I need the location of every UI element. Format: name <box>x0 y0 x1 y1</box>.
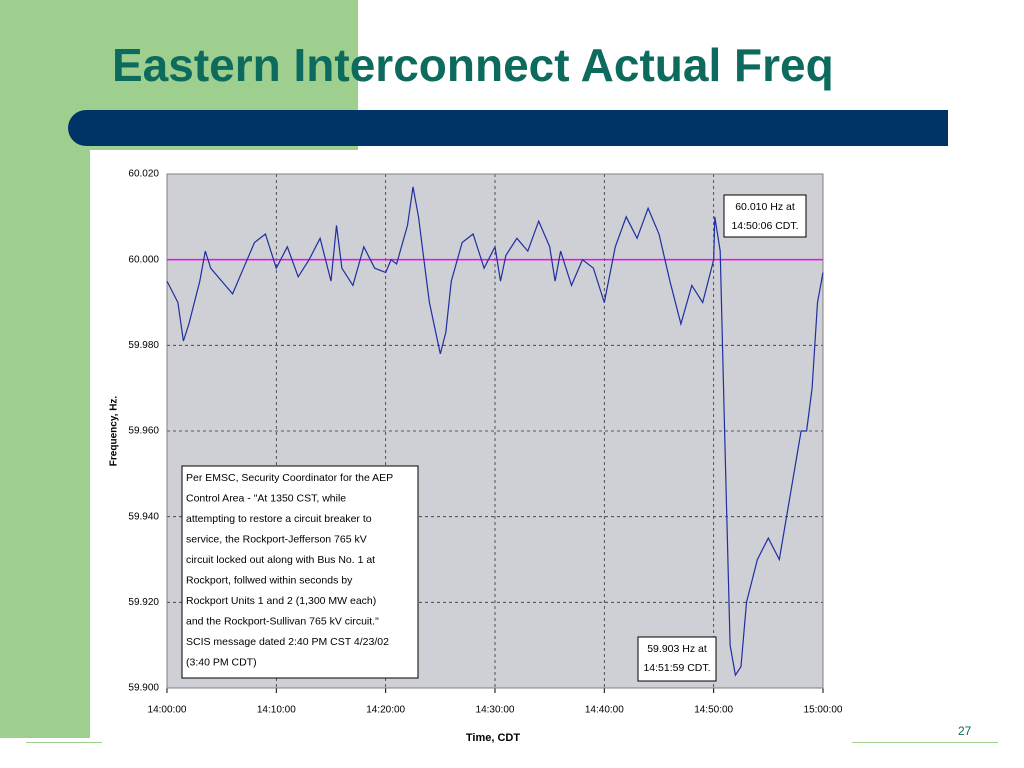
y-tick-label: 59.960 <box>128 426 159 437</box>
annotation-text: Per EMSC, Security Coordinator for the A… <box>186 472 393 484</box>
annotation-box <box>723 194 807 238</box>
y-tick-label: 59.900 <box>128 683 159 694</box>
plot-frame <box>166 173 824 689</box>
annotation-text: (3:40 PM CDT) <box>186 656 257 668</box>
annotation-text: service, the Rockport-Jefferson 765 kV <box>186 533 367 545</box>
y-tick-label: 59.920 <box>128 597 159 608</box>
annotation-box <box>181 465 419 679</box>
x-axis-label: Time, CDT <box>466 732 520 744</box>
footer-line <box>26 742 102 743</box>
annotation-text: Rockport Units 1 and 2 (1,300 MW each) <box>186 595 376 607</box>
annotation-text: and the Rockport-Sullivan 765 kV circuit… <box>186 615 379 627</box>
annotation-text: attempting to restore a circuit breaker … <box>186 513 372 525</box>
x-tick-label: 14:00:00 <box>148 705 187 716</box>
annotation-text: circuit locked out along with Bus No. 1 … <box>186 554 375 566</box>
annotation-text: 60.010 Hz at <box>735 201 795 213</box>
annotation-text: 14:50:06 CDT. <box>731 220 798 232</box>
x-tick-label: 14:10:00 <box>257 705 296 716</box>
y-tick-label: 59.980 <box>128 340 159 351</box>
x-tick-label: 15:00:00 <box>804 705 843 716</box>
annotation-text: 14:51:59 CDT. <box>643 662 710 674</box>
footer-line <box>852 742 998 743</box>
slide-number: 27 <box>958 724 972 738</box>
x-tick-label: 14:40:00 <box>585 705 624 716</box>
slide-title: Eastern Interconnect Actual Freq <box>112 39 834 91</box>
data-line <box>166 186 824 677</box>
x-tick-label: 14:20:00 <box>366 705 405 716</box>
annotation-text: Control Area - "At 1350 CST, while <box>186 492 346 504</box>
x-tick-label: 14:30:00 <box>476 705 515 716</box>
y-tick-label: 60.000 <box>128 254 159 265</box>
annotation-text: 59.903 Hz at <box>647 643 707 655</box>
y-axis-label: Frequency, Hz. <box>109 396 120 467</box>
annotation-text: Rockport, follwed within seconds by <box>186 574 353 586</box>
title-bar <box>68 110 948 146</box>
annotation-text: SCIS message dated 2:40 PM CST 4/23/02 <box>186 636 389 648</box>
y-tick-label: 59.940 <box>128 511 159 522</box>
x-tick-label: 14:50:00 <box>694 705 733 716</box>
y-tick-label: 60.020 <box>128 169 159 180</box>
annotation-box <box>637 636 717 682</box>
